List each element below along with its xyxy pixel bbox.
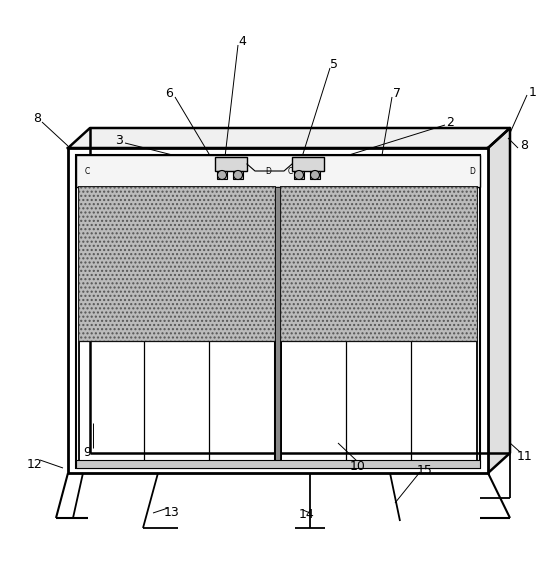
Bar [217,171,227,179]
Bar [281,187,477,468]
Circle shape [310,170,320,179]
Text: 14: 14 [299,507,315,520]
Text: 5: 5 [330,57,338,70]
Text: 6: 6 [165,86,173,99]
Bar [281,187,477,341]
Text: 3: 3 [115,133,123,147]
Bar [76,155,480,187]
Text: 1: 1 [529,86,537,98]
Text: 2: 2 [446,115,454,128]
Text: 4: 4 [238,35,246,48]
Text: C: C [288,166,293,176]
Bar [275,187,281,468]
Polygon shape [68,128,510,148]
Text: 12: 12 [27,457,43,470]
Polygon shape [488,128,510,473]
Bar [79,187,275,341]
Text: D: D [265,166,271,176]
Bar [76,155,480,468]
Bar [292,157,324,171]
Text: C: C [84,166,89,176]
Text: 7: 7 [393,86,401,99]
Bar [215,157,247,171]
Bar [76,460,480,468]
Circle shape [233,170,242,179]
Text: 8: 8 [33,111,41,124]
Bar [294,171,304,179]
Bar [68,148,488,473]
Circle shape [217,170,226,179]
Text: 15: 15 [417,463,433,477]
Bar [233,171,243,179]
Text: 9: 9 [83,445,91,458]
Text: D: D [469,166,475,176]
Text: 13: 13 [164,507,180,520]
Circle shape [295,170,304,179]
Text: 10: 10 [350,460,366,473]
Text: 8: 8 [520,139,528,152]
Bar [310,171,320,179]
Bar [79,187,275,468]
Text: 11: 11 [517,449,533,462]
